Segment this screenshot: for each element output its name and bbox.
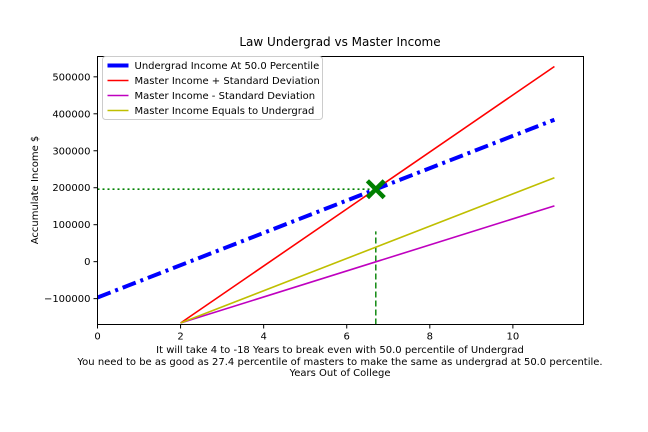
axes-frame [97,56,584,325]
x-tick-label: 10 [507,332,520,343]
legend-frame [102,56,323,120]
y-tick-label: 200000 [52,183,90,194]
x-tick-label: 2 [177,332,183,343]
series-line-1 [97,117,556,300]
y-tick-label: 300000 [52,146,90,157]
x-tick-label: 8 [427,332,433,343]
y-tick-label: 500000 [52,72,90,83]
legend: Undergrad Income At 50.0 Percentile Maste… [102,56,323,120]
legend-label: Undergrad Income At 50.0 Percentile [135,61,320,72]
x-axis-label-line-1: It will take 4 to -18 Years to break eve… [156,345,524,356]
y-tick-label: 100000 [52,220,90,231]
series-line-4 [180,177,555,324]
chart-title: Law Undergrad vs Master Income [239,35,440,49]
x-axis-label-line-3: Years Out of College [289,368,391,379]
y-tick-label: 400000 [52,109,90,120]
series-line-3 [180,205,555,324]
legend-label: Master Income + Standard Deviation [135,76,320,87]
y-tick-label: 0 [84,257,90,268]
break-even-marker [365,179,386,200]
y-axis-label: Accumulate Income $ [30,136,41,245]
x-tick-label: 4 [260,332,266,343]
y-axis: −100000 0 100000 200000 300000 400000 500000 [44,72,98,305]
y-tick-label: −100000 [44,294,91,305]
x-tick-label: 0 [94,332,100,343]
x-axis-label-line-2: You need to be as good as 27.4 percentil… [76,357,602,368]
legend-label: Master Income - Standard Deviation [135,91,316,102]
x-tick-label: 6 [344,332,350,343]
legend-label: Master Income Equals to Undergrad [135,106,315,117]
x-axis: 0 2 4 6 8 10 [94,324,520,343]
